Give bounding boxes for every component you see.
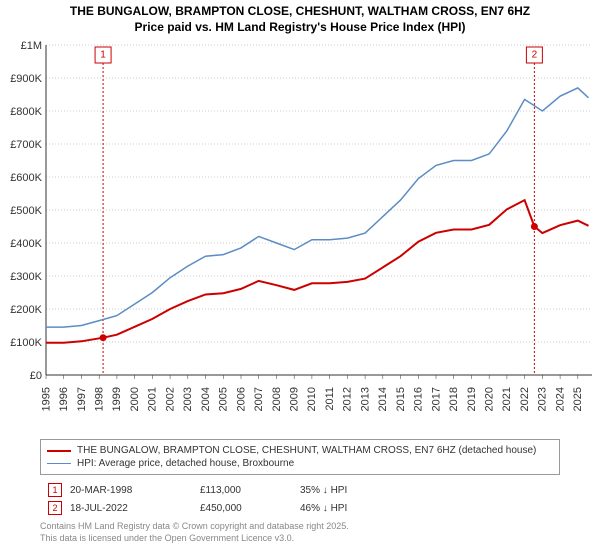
sale-marker-num: 2 — [532, 50, 538, 61]
x-tick-label: 2021 — [501, 387, 513, 411]
legend-label: HPI: Average price, detached house, Brox… — [77, 458, 294, 469]
sale-date: 18-JUL-2022 — [70, 503, 200, 514]
x-tick-label: 1998 — [93, 387, 105, 411]
x-tick-label: 2003 — [182, 387, 194, 411]
sale-marker-num: 1 — [100, 50, 106, 61]
x-tick-label: 2002 — [164, 387, 176, 411]
title-line-1: THE BUNGALOW, BRAMPTON CLOSE, CHESHUNT, … — [8, 4, 592, 20]
x-tick-label: 2008 — [271, 387, 283, 411]
y-tick-label: £700K — [10, 139, 42, 151]
x-tick-label: 2007 — [253, 387, 265, 411]
sale-price: £113,000 — [200, 485, 300, 496]
x-tick-label: 2012 — [342, 387, 354, 411]
sale-marker-mini: 2 — [48, 501, 62, 515]
footer-line-1: Contains HM Land Registry data © Crown c… — [40, 521, 560, 533]
sale-marker-mini: 1 — [48, 483, 62, 497]
table-row: 1 20-MAR-1998£113,00035% ↓ HPI — [40, 481, 560, 499]
chart-area: £0 £100K £200K £300K £400K £500K £600K £700K £80… — [0, 37, 600, 437]
y-tick-label: £100K — [10, 337, 42, 349]
line-chart-svg: £0 £100K £200K £300K £400K £500K £600K £700K £80… — [0, 37, 600, 437]
y-tick-label: £500K — [10, 205, 42, 217]
x-tick-label: 2009 — [288, 387, 300, 411]
x-tick-label: 1996 — [58, 387, 70, 411]
y-tick-label: £600K — [10, 172, 42, 184]
legend-label: THE BUNGALOW, BRAMPTON CLOSE, CHESHUNT, … — [77, 445, 536, 456]
table-row: 2 18-JUL-2022£450,00046% ↓ HPI — [40, 499, 560, 517]
y-tick-label: £1M — [21, 40, 42, 52]
x-tick-label: 1999 — [111, 387, 123, 411]
sales-data-table: 1 20-MAR-1998£113,00035% ↓ HPI 2 18-JUL-202… — [40, 481, 560, 517]
x-tick-label: 2014 — [377, 387, 389, 411]
x-tick-label: 2005 — [218, 387, 230, 411]
y-tick-label: £400K — [10, 238, 42, 250]
sale-pct-vs-hpi: 35% ↓ HPI — [300, 485, 400, 496]
x-tick-label: 2010 — [306, 387, 318, 411]
x-tick-label: 2020 — [483, 387, 495, 411]
chart-title-block: THE BUNGALOW, BRAMPTON CLOSE, CHESHUNT, … — [0, 0, 600, 37]
x-tick-label: 2006 — [235, 387, 247, 411]
x-tick-label: 2024 — [554, 387, 566, 411]
x-tick-label: 2018 — [448, 387, 460, 411]
title-line-2: Price paid vs. HM Land Registry's House … — [8, 20, 592, 36]
sale-point-dot — [100, 334, 107, 341]
footer-line-2: This data is licensed under the Open Gov… — [40, 533, 560, 545]
x-tick-label: 1995 — [40, 387, 52, 411]
legend-swatch — [47, 450, 71, 452]
legend-box: THE BUNGALOW, BRAMPTON CLOSE, CHESHUNT, … — [40, 439, 560, 475]
legend-swatch — [47, 463, 71, 464]
x-tick-label: 2013 — [359, 387, 371, 411]
legend-and-table: THE BUNGALOW, BRAMPTON CLOSE, CHESHUNT, … — [0, 437, 600, 517]
x-tick-label: 2023 — [537, 387, 549, 411]
y-tick-label: £800K — [10, 106, 42, 118]
x-tick-label: 2004 — [200, 387, 212, 411]
x-tick-label: 1997 — [76, 387, 88, 411]
footer-attribution: Contains HM Land Registry data © Crown c… — [0, 517, 600, 544]
y-tick-label: £200K — [10, 304, 42, 316]
y-tick-label: £900K — [10, 73, 42, 85]
x-tick-label: 2000 — [129, 387, 141, 411]
legend-row: THE BUNGALOW, BRAMPTON CLOSE, CHESHUNT, … — [47, 444, 553, 457]
x-tick-label: 2011 — [324, 387, 336, 411]
x-tick-label: 2016 — [413, 387, 425, 411]
x-tick-label: 2015 — [395, 387, 407, 411]
x-tick-label: 2025 — [572, 387, 584, 411]
sale-pct-vs-hpi: 46% ↓ HPI — [300, 503, 400, 514]
x-tick-label: 2019 — [466, 387, 478, 411]
legend-row: HPI: Average price, detached house, Brox… — [47, 457, 553, 470]
x-tick-label: 2022 — [519, 387, 531, 411]
y-tick-label: £300K — [10, 271, 42, 283]
x-tick-label: 2017 — [430, 387, 442, 411]
sale-date: 20-MAR-1998 — [70, 485, 200, 496]
x-tick-label: 2001 — [147, 387, 159, 411]
sale-price: £450,000 — [200, 503, 300, 514]
sale-point-dot — [531, 223, 538, 230]
y-tick-label: £0 — [30, 370, 42, 382]
